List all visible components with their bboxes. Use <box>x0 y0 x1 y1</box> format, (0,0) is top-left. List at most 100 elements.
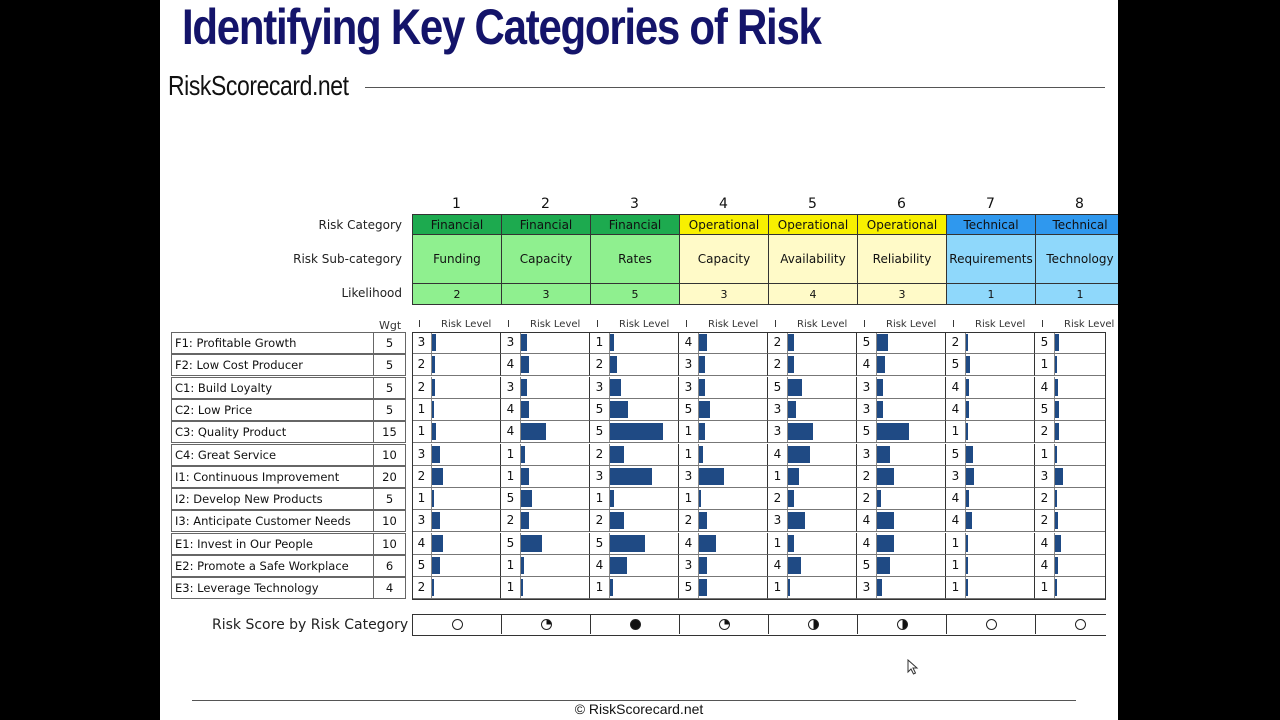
impact-cell[interactable]: 1 <box>413 488 501 511</box>
impact-cell[interactable]: 5 <box>946 354 1035 377</box>
impact-cell[interactable]: 4 <box>946 398 1035 421</box>
impact-cell[interactable]: 2 <box>413 376 501 399</box>
impact-cell[interactable]: 4 <box>857 510 946 533</box>
impact-cell[interactable]: 5 <box>590 532 679 555</box>
impact-value: 4 <box>501 398 521 420</box>
impact-cell[interactable]: 1 <box>501 577 590 599</box>
impact-cell[interactable]: 4 <box>1035 555 1105 577</box>
impact-cell[interactable]: 3 <box>590 376 679 399</box>
impact-cell[interactable]: 2 <box>1035 510 1105 533</box>
impact-cell[interactable]: 3 <box>857 376 946 399</box>
impact-cell[interactable]: 2 <box>768 354 857 377</box>
impact-cell[interactable]: 2 <box>946 333 1035 354</box>
impact-cell[interactable]: 1 <box>946 532 1035 555</box>
impact-cell[interactable]: 2 <box>413 354 501 377</box>
impact-cell[interactable]: 4 <box>857 354 946 377</box>
impact-cell[interactable]: 5 <box>501 488 590 511</box>
impact-cell[interactable]: 1 <box>946 577 1035 599</box>
impact-cell[interactable]: 4 <box>1035 532 1105 555</box>
impact-cell[interactable]: 4 <box>679 532 768 555</box>
impact-cell[interactable]: 1 <box>946 555 1035 577</box>
impact-cell[interactable]: 3 <box>857 398 946 421</box>
impact-cell[interactable]: 2 <box>1035 488 1105 511</box>
impact-cell[interactable]: 2 <box>1035 421 1105 444</box>
impact-cell[interactable]: 5 <box>857 421 946 444</box>
impact-cell[interactable]: 5 <box>768 376 857 399</box>
impact-cell[interactable]: 4 <box>413 532 501 555</box>
impact-cell[interactable]: 3 <box>679 465 768 488</box>
impact-cell[interactable]: 4 <box>1035 376 1105 399</box>
impact-cell[interactable]: 4 <box>768 555 857 577</box>
impact-cell[interactable]: 2 <box>679 510 768 533</box>
impact-cell[interactable]: 3 <box>501 376 590 399</box>
impact-cell[interactable]: 1 <box>768 577 857 599</box>
impact-cell[interactable]: 1 <box>768 465 857 488</box>
impact-cell[interactable]: 4 <box>501 354 590 377</box>
impact-cell[interactable]: 3 <box>413 333 501 354</box>
impact-cell[interactable]: 2 <box>413 577 501 599</box>
impact-cell[interactable]: 2 <box>590 510 679 533</box>
risk-level-bar <box>1055 334 1059 351</box>
impact-cell[interactable]: 3 <box>590 465 679 488</box>
impact-cell[interactable]: 5 <box>679 398 768 421</box>
impact-cell[interactable]: 5 <box>590 421 679 444</box>
impact-cell[interactable]: 1 <box>590 488 679 511</box>
impact-cell[interactable]: 2 <box>590 443 679 466</box>
impact-cell[interactable]: 4 <box>857 532 946 555</box>
impact-cell[interactable]: 1 <box>590 333 679 354</box>
impact-cell[interactable]: 1 <box>679 421 768 444</box>
impact-cell[interactable]: 5 <box>679 577 768 599</box>
impact-cell[interactable]: 4 <box>501 398 590 421</box>
impact-cell[interactable]: 3 <box>857 443 946 466</box>
impact-cell[interactable]: 1 <box>1035 577 1105 599</box>
impact-cell[interactable]: 4 <box>768 443 857 466</box>
impact-cell[interactable]: 5 <box>1035 398 1105 421</box>
impact-cell[interactable]: 5 <box>1035 333 1105 354</box>
impact-cell[interactable]: 4 <box>590 555 679 577</box>
impact-cell[interactable]: 5 <box>946 443 1035 466</box>
impact-cell[interactable]: 4 <box>501 421 590 444</box>
impact-cell[interactable]: 1 <box>413 421 501 444</box>
impact-cell[interactable]: 1 <box>501 465 590 488</box>
impact-cell[interactable]: 5 <box>857 333 946 354</box>
impact-cell[interactable]: 1 <box>946 421 1035 444</box>
impact-cell[interactable]: 2 <box>501 510 590 533</box>
impact-cell[interactable]: 2 <box>857 488 946 511</box>
impact-cell[interactable]: 1 <box>501 555 590 577</box>
impact-cell[interactable]: 1 <box>590 577 679 599</box>
impact-cell[interactable]: 4 <box>946 488 1035 511</box>
risk-level-bar <box>521 400 529 418</box>
impact-cell[interactable]: 2 <box>768 333 857 354</box>
impact-cell[interactable]: 3 <box>1035 465 1105 488</box>
impact-cell[interactable]: 3 <box>768 421 857 444</box>
impact-cell[interactable]: 2 <box>590 354 679 377</box>
impact-cell[interactable]: 1 <box>501 443 590 466</box>
impact-cell[interactable]: 1 <box>413 398 501 421</box>
impact-cell[interactable]: 3 <box>857 577 946 599</box>
impact-cell[interactable]: 1 <box>768 532 857 555</box>
impact-cell[interactable]: 2 <box>413 465 501 488</box>
impact-cell[interactable]: 4 <box>946 510 1035 533</box>
impact-cell[interactable]: 1 <box>1035 354 1105 377</box>
impact-cell[interactable]: 2 <box>768 488 857 511</box>
impact-cell[interactable]: 5 <box>857 555 946 577</box>
impact-cell[interactable]: 3 <box>946 465 1035 488</box>
impact-cell[interactable]: 5 <box>501 532 590 555</box>
impact-cell[interactable]: 5 <box>413 555 501 577</box>
impact-cell[interactable]: 5 <box>590 398 679 421</box>
impact-cell[interactable]: 3 <box>768 398 857 421</box>
impact-cell[interactable]: 4 <box>946 376 1035 399</box>
impact-cell[interactable]: 3 <box>501 333 590 354</box>
impact-cell[interactable]: 1 <box>679 443 768 466</box>
impact-cell[interactable]: 3 <box>679 354 768 377</box>
impact-cell[interactable]: 3 <box>413 443 501 466</box>
impact-cell[interactable]: 3 <box>413 510 501 533</box>
impact-cell[interactable]: 2 <box>857 465 946 488</box>
impact-value: 2 <box>413 376 432 398</box>
impact-cell[interactable]: 3 <box>679 376 768 399</box>
impact-cell[interactable]: 1 <box>1035 443 1105 466</box>
impact-cell[interactable]: 3 <box>768 510 857 533</box>
impact-cell[interactable]: 3 <box>679 555 768 577</box>
impact-cell[interactable]: 1 <box>679 488 768 511</box>
impact-cell[interactable]: 4 <box>679 333 768 354</box>
